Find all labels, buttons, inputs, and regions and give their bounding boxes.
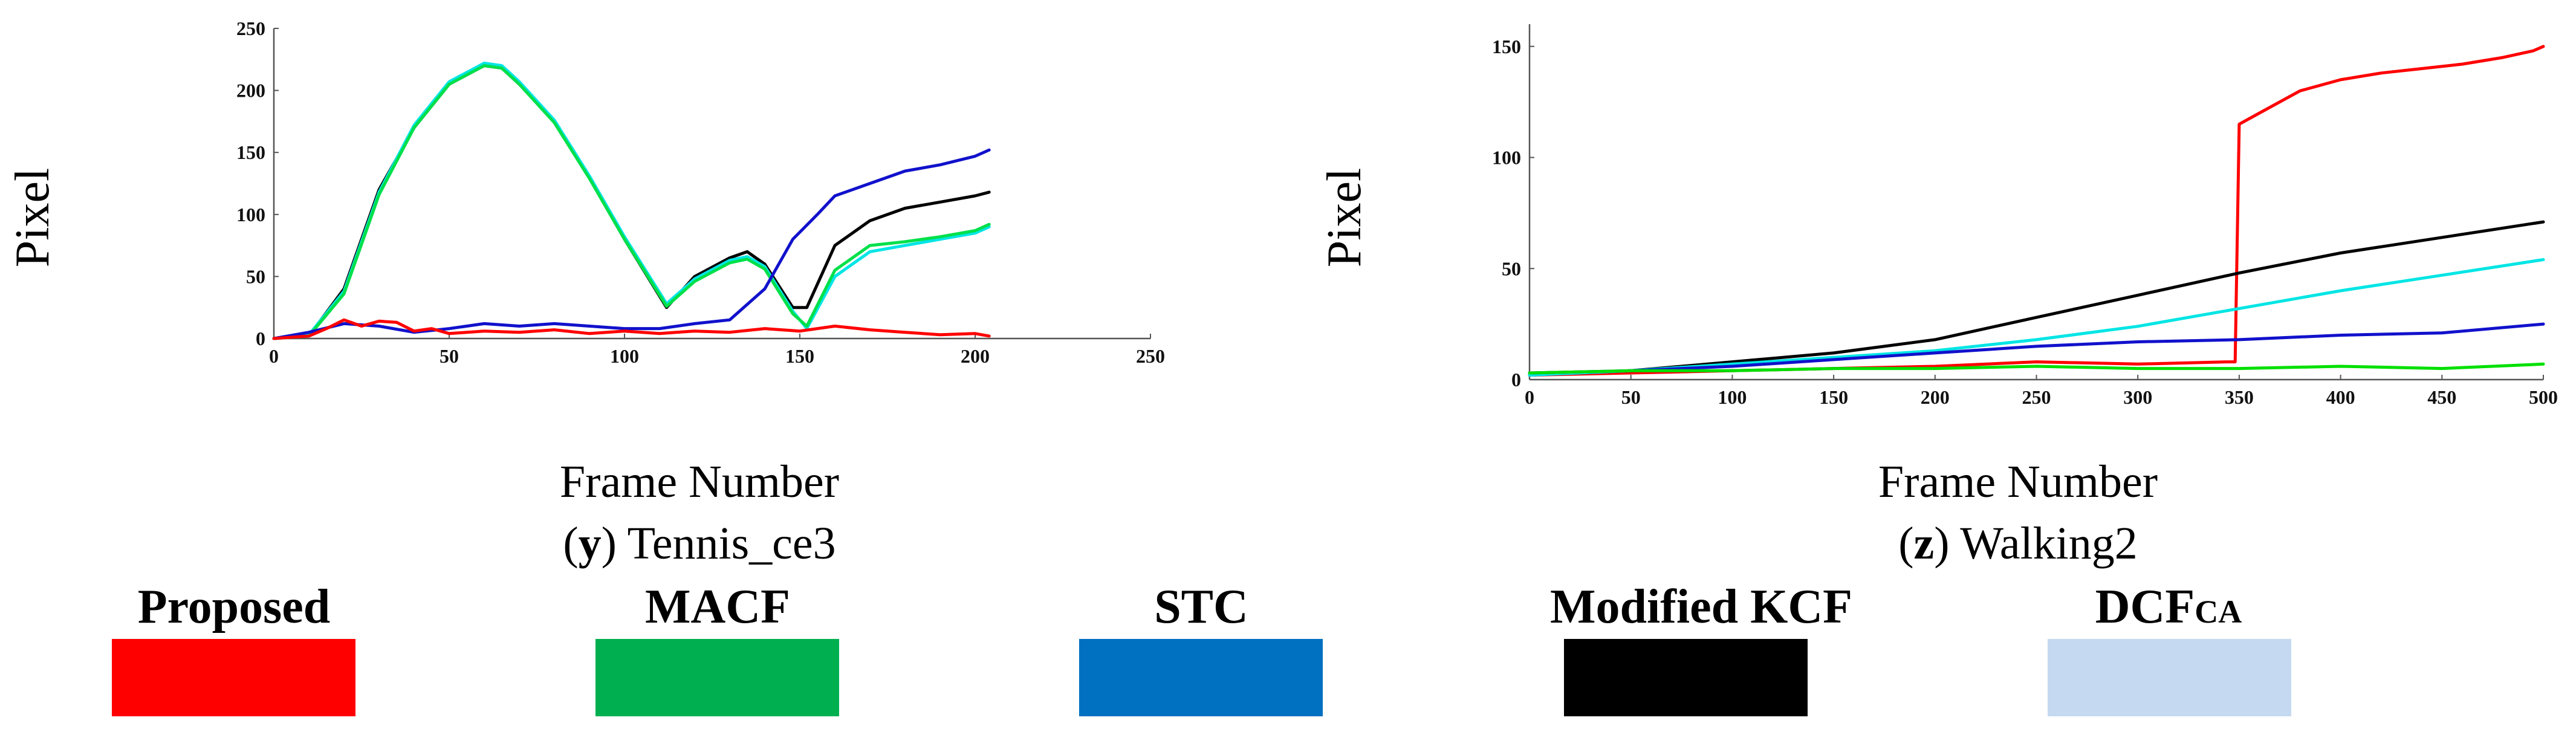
caption-title-tennis: Tennis_ce3	[628, 518, 836, 569]
tennis-x-tick-label: 50	[440, 345, 459, 367]
walking-x-tick-label: 200	[1921, 386, 1950, 408]
tennis-series-modified-kcf	[272, 64, 991, 340]
x-axis-label-walking: Frame Number	[1878, 456, 2158, 507]
tennis-series-macf	[272, 64, 991, 340]
series-lines-walking	[1528, 45, 2545, 377]
caption-tennis: (y) Tennis_ce3	[563, 518, 835, 569]
walking-x-tick-label: 450	[2427, 386, 2456, 408]
walking-series-macf	[1528, 362, 2545, 375]
walking-y-tick-label: 150	[1492, 36, 1521, 57]
series-lines-tennis	[272, 62, 991, 340]
legend-label-dcf-ca: DCFCA	[2095, 580, 2242, 633]
caption-title-walking: Walking2	[1960, 518, 2138, 569]
caption-letter-z: z	[1914, 518, 1935, 569]
legend-swatch-stc	[1079, 639, 1323, 716]
axes-tennis: 0 50 100 150 200 250 0 50 100 150 200 250	[236, 18, 1165, 367]
tennis-x-tick-label: 200	[961, 345, 990, 367]
legend-swatch-macf	[595, 639, 839, 716]
tennis-series-dcf-ca	[272, 62, 991, 340]
walking-y-tick-label: 0	[1511, 369, 1521, 390]
tennis-series-proposed	[272, 318, 991, 340]
tennis-x-tick-label: 100	[610, 345, 639, 367]
legend-label-stc: STC	[1154, 580, 1248, 633]
walking-x-tick-label: 400	[2326, 386, 2355, 408]
tennis-y-tick-label: 100	[236, 204, 265, 225]
tennis-x-tick-label: 250	[1136, 345, 1165, 367]
legend-swatch-proposed	[112, 639, 355, 716]
tennis-y-tick-label: 250	[236, 18, 265, 39]
walking-x-tick-label: 350	[2225, 386, 2254, 408]
walking-x-tick-label: 300	[2123, 386, 2152, 408]
legend-label-proposed: Proposed	[138, 580, 331, 633]
legend-label-dcf: DCF	[2095, 580, 2195, 633]
chart-tennis-ce3: Pixel 0 50 100 150 200 250 0 50 100 150 200 250 Fra…	[6, 18, 1165, 569]
tennis-x-tick-label: 0	[269, 345, 279, 367]
axes-walking: 0 50 100 150 200 250 300 350 400 450 500 0 50 100 150	[1492, 24, 2558, 408]
legend-swatch-dcf-ca	[2048, 639, 2291, 716]
y-axis-label-tennis: Pixel	[6, 168, 59, 267]
walking-x-tick-label: 250	[2022, 386, 2051, 408]
tennis-y-tick-label: 150	[236, 141, 265, 163]
walking-series-modified-kcf	[1528, 220, 2545, 377]
legend-label-modified-kcf: Modified KCF	[1550, 580, 1852, 633]
tennis-series-stc	[272, 148, 991, 340]
tennis-x-tick-label: 150	[785, 345, 814, 367]
walking-x-tick-label: 50	[1621, 386, 1641, 408]
walking-series-proposed	[1528, 45, 2545, 377]
walking-y-tick-label: 100	[1492, 147, 1521, 169]
walking-x-tick-label: 150	[1819, 386, 1848, 408]
caption-walking: (z) Walking2	[1898, 518, 2138, 569]
walking-x-tick-label: 100	[1718, 386, 1747, 408]
tennis-y-tick-label: 200	[236, 80, 265, 102]
legend-swatch-modified-kcf	[1564, 639, 1808, 716]
x-axis-label-tennis: Frame Number	[560, 456, 839, 507]
tennis-y-tick-label: 50	[246, 265, 265, 287]
chart-walking2: Pixel 0 50 100 150 200 250 300 350 400 450 500 0 50 1…	[1318, 24, 2558, 569]
y-axis-label-walking: Pixel	[1318, 168, 1371, 267]
legend-label-macf: MACF	[645, 580, 790, 633]
caption-letter-y: y	[579, 518, 602, 569]
walking-series-stc	[1528, 322, 2545, 375]
walking-x-tick-label: 0	[1525, 386, 1534, 408]
walking-y-tick-label: 50	[1502, 258, 1521, 279]
legend: Proposed MACF STC Modified KCF DCFCA	[112, 580, 2291, 716]
legend-label-dcf-subscript: CA	[2195, 594, 2242, 630]
walking-x-tick-label: 500	[2529, 386, 2558, 408]
tennis-y-tick-label: 0	[256, 328, 265, 349]
